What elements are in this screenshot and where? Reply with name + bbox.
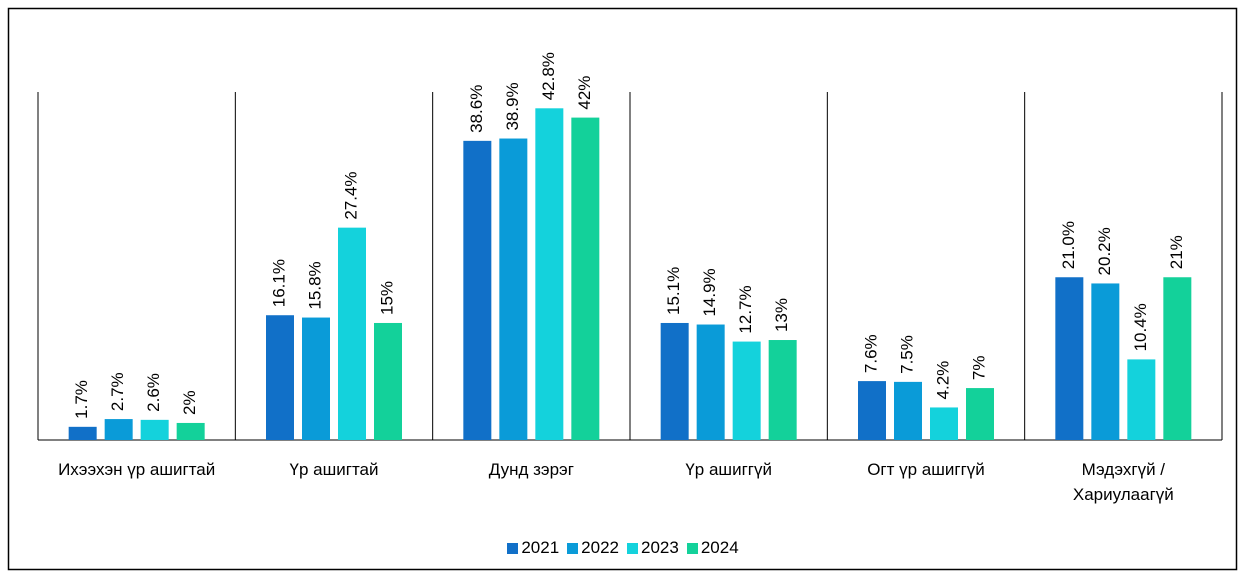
- bar: [68, 426, 97, 440]
- bar: [1163, 277, 1192, 440]
- bar: [732, 341, 761, 440]
- legend-label: 2023: [641, 538, 679, 557]
- legend-label: 2022: [581, 538, 619, 557]
- bar: [302, 317, 330, 440]
- legend-label: 2021: [521, 538, 560, 557]
- bar: [176, 422, 205, 440]
- legend-swatch: [686, 542, 698, 554]
- bar: [463, 140, 492, 440]
- legend-label: 2024: [700, 538, 739, 557]
- legend-swatch: [567, 542, 579, 554]
- value-label: 15%: [377, 281, 396, 315]
- bar: [966, 388, 994, 440]
- value-label: 16.1%: [269, 259, 288, 307]
- value-label: 4.2%: [933, 361, 952, 400]
- value-label: 21.0%: [1059, 221, 1078, 269]
- bar: [535, 108, 564, 441]
- value-label: 38.9%: [503, 82, 522, 130]
- legend-item: 2021: [507, 538, 559, 558]
- bar: [338, 227, 366, 440]
- bar: [1055, 277, 1084, 440]
- frame: [7, 7, 1238, 571]
- legend-item: 2024: [686, 538, 739, 558]
- value-label: 7.6%: [861, 334, 880, 373]
- value-label: 2.6%: [144, 373, 163, 412]
- bar: [571, 117, 600, 440]
- value-label: 20.2%: [1095, 227, 1114, 275]
- bar: [768, 340, 797, 440]
- value-label: 27.4%: [341, 171, 360, 219]
- value-label: 14.9%: [700, 268, 719, 316]
- bar: [930, 407, 958, 440]
- x-tick-label: Дунд зэрэг: [488, 460, 574, 479]
- bar: [104, 419, 133, 440]
- x-tick-label: Огт үр ашиггүй: [867, 460, 985, 479]
- value-label: 10.4%: [1131, 303, 1150, 351]
- bar: [140, 419, 169, 440]
- value-label: 38.6%: [467, 85, 486, 133]
- value-label: 2.7%: [108, 372, 127, 411]
- x-tick-label: Үр ашиггүй: [685, 460, 772, 479]
- value-label: 1.7%: [72, 380, 91, 419]
- legend: 2021 2022 2023 2024: [0, 538, 1246, 558]
- bar: [696, 324, 725, 440]
- value-label: 7.5%: [897, 335, 916, 374]
- value-label: 21%: [1167, 235, 1186, 269]
- value-label: 42.8%: [539, 52, 558, 100]
- bar: [858, 381, 886, 440]
- value-label: 2%: [180, 390, 199, 415]
- bar: [894, 381, 922, 440]
- bar: [374, 322, 402, 440]
- value-label: 13%: [772, 298, 791, 332]
- value-label: 12.7%: [736, 285, 755, 333]
- value-label: 7%: [969, 355, 988, 380]
- bar: [499, 138, 528, 440]
- value-label: 15.8%: [305, 261, 324, 309]
- value-label: 42%: [575, 76, 594, 110]
- bar: [1127, 359, 1156, 440]
- legend-swatch: [627, 542, 638, 554]
- bar: [1091, 283, 1120, 440]
- x-tick-label: Ихээхэн үр ашигтай: [58, 460, 216, 479]
- legend-item: 2022: [567, 538, 619, 558]
- x-tick-label: Мэдэхгүй / Хариулаагүй: [1072, 460, 1174, 504]
- bar: [266, 315, 294, 440]
- bar: [660, 322, 689, 440]
- legend-swatch: [507, 542, 519, 554]
- value-label: 15.1%: [664, 267, 683, 315]
- legend-item: 2023: [627, 538, 679, 558]
- x-tick-label: Үр ашигтай: [289, 460, 379, 479]
